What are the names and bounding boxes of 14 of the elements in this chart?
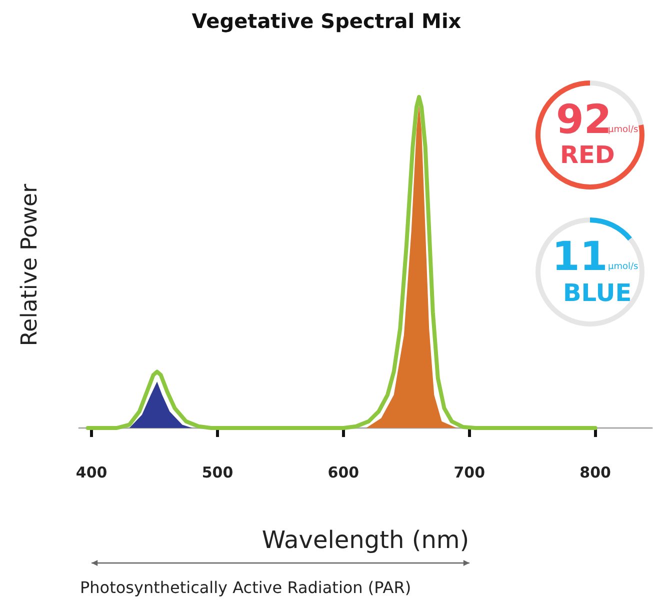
annotation: BLUE [563, 279, 632, 307]
chart-title: Vegetative Spectral Mix [192, 9, 462, 33]
y-axis-title: Relative Power [18, 184, 42, 346]
x-tick-label: 400 [76, 464, 108, 482]
annotation: RED [560, 141, 615, 169]
x-tick-label: 700 [454, 464, 486, 482]
annotation: µmol/s [608, 125, 638, 135]
x-tick-label: 500 [202, 464, 234, 482]
x-tick-label: 800 [580, 464, 611, 482]
x-axis-title: Wavelength (nm) [262, 526, 470, 554]
annotation: µmol/s [608, 262, 638, 272]
annotation: 11 [552, 234, 608, 280]
x-tick-label: 600 [328, 464, 360, 482]
text: Photosynthetically Active Radiation (PAR) [80, 578, 412, 597]
